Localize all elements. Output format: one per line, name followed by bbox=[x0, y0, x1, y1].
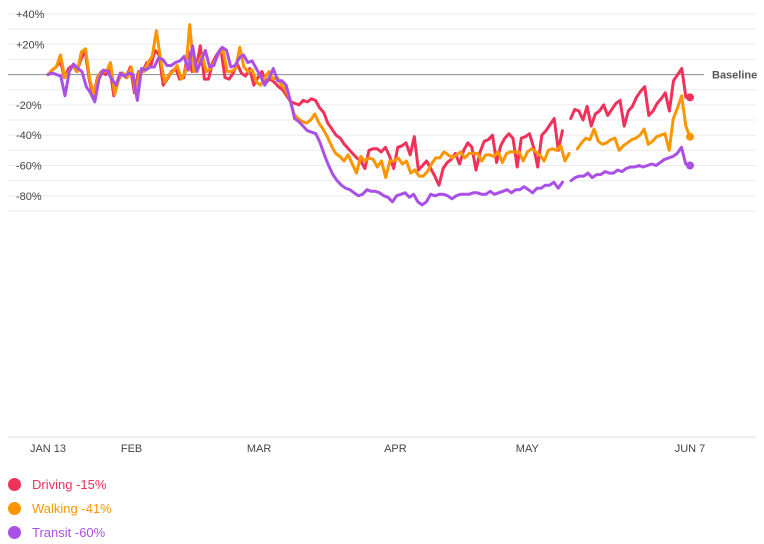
y-tick-label: -40% bbox=[16, 130, 42, 142]
x-tick-label: MAY bbox=[516, 443, 540, 455]
y-tick-label: +40% bbox=[16, 9, 45, 21]
series-end-marker-walking bbox=[686, 132, 694, 141]
legend-item-driving[interactable]: Driving -15% bbox=[8, 472, 112, 496]
x-tick-label: JUN 7 bbox=[675, 443, 706, 455]
series-lines bbox=[46, 23, 694, 207]
legend-label-transit: Transit -60% bbox=[32, 524, 106, 540]
y-axis-ticks: +40% +20% -20% -40% -60% -80% bbox=[16, 9, 45, 203]
y-tick-label: +20% bbox=[16, 39, 45, 51]
series-line-driving bbox=[46, 44, 692, 187]
x-tick-label: FEB bbox=[121, 443, 142, 455]
baseline-label: Baseline bbox=[712, 70, 757, 82]
legend-dot-walking bbox=[8, 501, 21, 515]
series-line-transit bbox=[46, 44, 692, 207]
y-tick-label: -20% bbox=[16, 100, 42, 112]
legend-dot-driving bbox=[8, 477, 21, 491]
legend-item-walking[interactable]: Walking -41% bbox=[8, 496, 112, 520]
legend-dot-transit bbox=[8, 525, 21, 539]
gridlines bbox=[8, 13, 756, 212]
y-tick-label: -80% bbox=[16, 191, 42, 203]
x-axis-ticks: JAN 13 FEB MAR APR MAY JUN 7 bbox=[30, 443, 705, 455]
x-tick-label: APR bbox=[384, 443, 407, 455]
x-tick-label: JAN 13 bbox=[30, 443, 66, 455]
legend-label-walking: Walking -41% bbox=[32, 500, 112, 516]
series-end-marker-driving bbox=[686, 93, 694, 102]
legend-label-driving: Driving -15% bbox=[32, 476, 107, 492]
x-tick-label: MAR bbox=[247, 443, 272, 455]
legend-item-transit[interactable]: Transit -60% bbox=[8, 520, 112, 544]
y-tick-label: -60% bbox=[16, 161, 42, 173]
series-end-marker-transit bbox=[686, 161, 694, 170]
legend: Driving -15% Walking -41% Transit -60% bbox=[8, 472, 112, 544]
